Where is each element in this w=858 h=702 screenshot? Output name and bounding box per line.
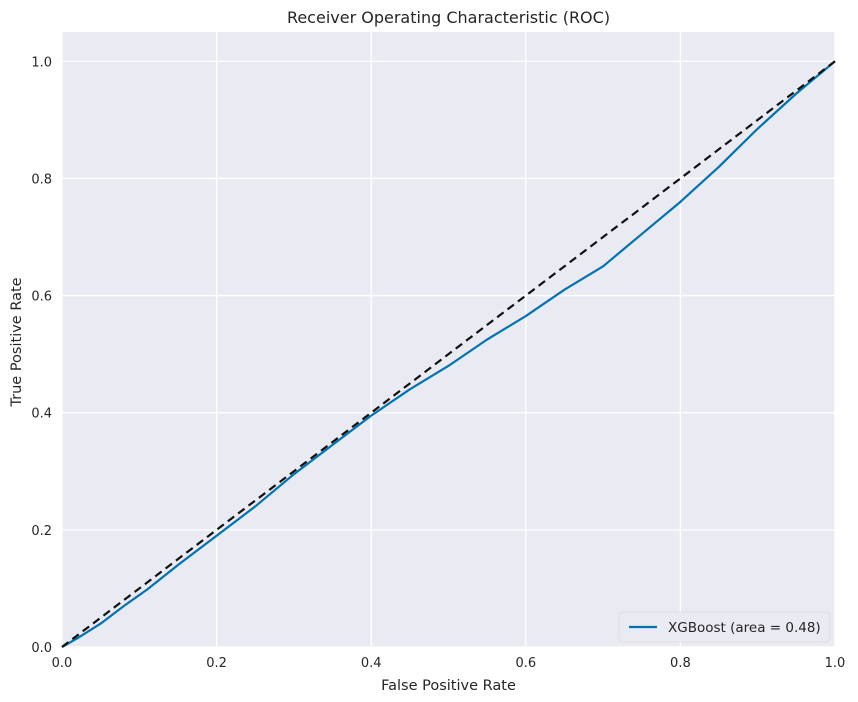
- x-tick-label: 0.6: [515, 656, 536, 671]
- y-tick-label: 0.4: [31, 407, 52, 422]
- y-axis-label: True Positive Rate: [9, 277, 25, 407]
- chance-diagonal-line: [61, 60, 836, 648]
- grid: [61, 32, 836, 648]
- x-tick-labels: 0.0 0.2 0.4 0.6 0.8 1.0: [52, 656, 846, 671]
- plot-background: [62, 32, 835, 647]
- legend: XGBoost (area = 0.48): [618, 611, 831, 643]
- x-axis-label: False Positive Rate: [381, 678, 516, 694]
- y-tick-label: 1.0: [31, 55, 52, 70]
- y-tick-labels: 0.0 0.2 0.4 0.6 0.8 1.0: [31, 55, 52, 656]
- roc-curve-xgboost: [61, 60, 836, 648]
- y-tick-label: 0.6: [31, 290, 52, 305]
- legend-box: [618, 611, 831, 643]
- y-tick-label: 0.2: [31, 524, 52, 539]
- x-tick-label: 1.0: [825, 656, 846, 671]
- x-tick-label: 0.0: [52, 656, 73, 671]
- chart-title: Receiver Operating Characteristic (ROC): [287, 8, 610, 27]
- x-tick-label: 0.8: [670, 656, 691, 671]
- y-tick-label: 0.0: [31, 641, 52, 656]
- series-layer: [61, 60, 836, 648]
- x-tick-label: 0.4: [361, 656, 382, 671]
- legend-label-xgboost: XGBoost (area = 0.48): [668, 620, 821, 636]
- x-tick-label: 0.2: [206, 656, 227, 671]
- y-tick-label: 0.8: [31, 172, 52, 187]
